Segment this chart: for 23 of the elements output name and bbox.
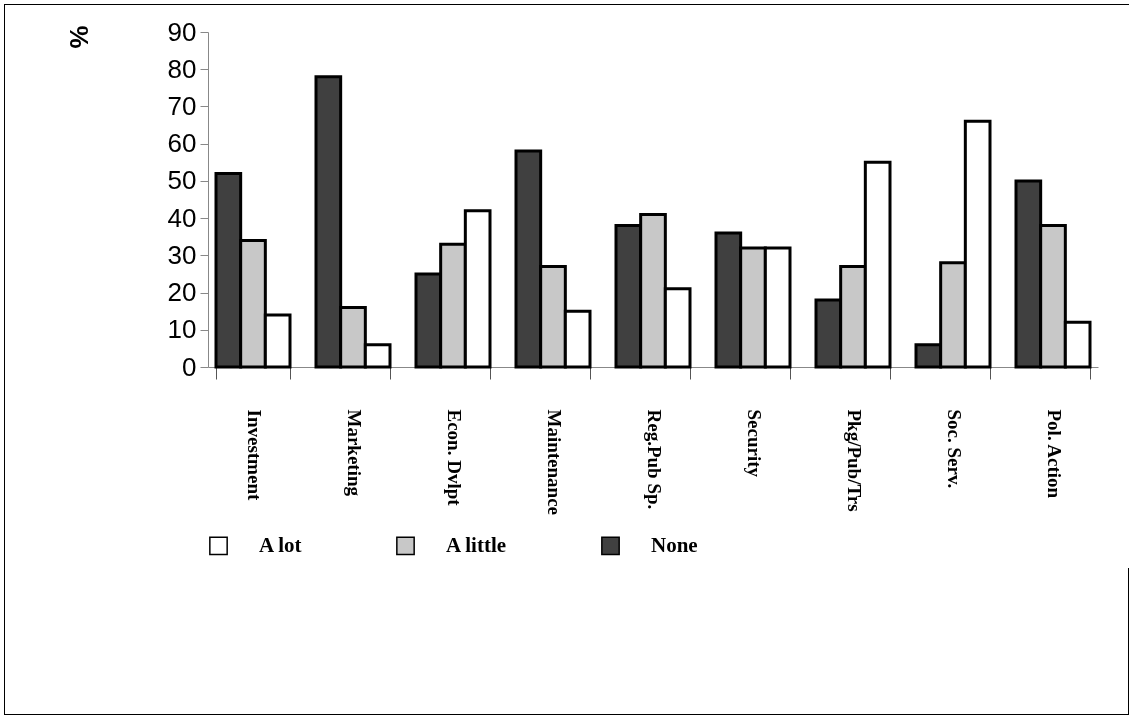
- y-tick-label: 60: [167, 128, 197, 159]
- y-tick-label: 40: [167, 202, 197, 233]
- y-axis-title: %: [64, 25, 94, 49]
- y-tick-label: 50: [167, 165, 197, 196]
- x-tick-label: Econ. Dvlpt: [443, 409, 465, 507]
- y-tick-label: 90: [167, 16, 197, 47]
- legend-label: None: [651, 532, 698, 557]
- y-tick-label: 30: [167, 239, 197, 270]
- legend-label: A lot: [259, 532, 302, 557]
- x-tick-label: Reg.Pub Sp.: [643, 409, 665, 510]
- x-tick-label: Pol. Action: [1043, 409, 1065, 499]
- y-tick-label: 20: [167, 277, 197, 308]
- y-tick-label: 80: [167, 53, 197, 84]
- y-tick-label: 0: [182, 351, 197, 382]
- x-tick-label: Soc. Serv.: [943, 409, 965, 489]
- x-tick-label: Maintenance: [543, 409, 565, 516]
- y-tick-label: 70: [167, 90, 197, 121]
- legend-label: A little: [446, 532, 507, 557]
- x-tick-label: Security: [743, 409, 765, 478]
- y-tick-label: 10: [167, 314, 197, 345]
- x-tick-label: Investment: [243, 409, 265, 501]
- x-tick-label: Pkg/Pub/Trs: [843, 409, 865, 512]
- x-tick-label: Marketing: [343, 409, 365, 497]
